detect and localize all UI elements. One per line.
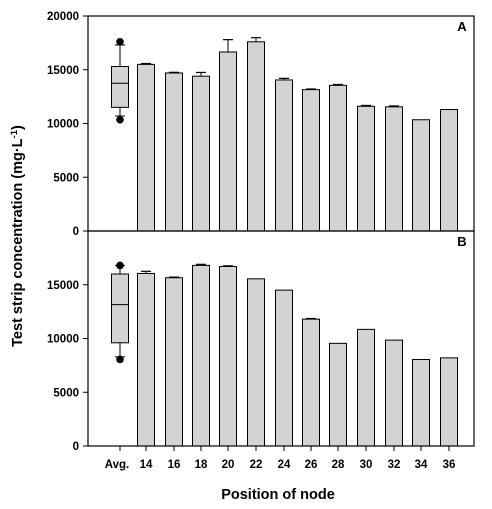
xtick-label-28: 28 (332, 459, 345, 471)
panel-a-ytick-label-20000: 20000 (47, 11, 79, 23)
panel-b-bar-20 (219, 265, 237, 447)
panel-b-bar-28 (329, 342, 347, 447)
panel-b-bar-14 (137, 272, 155, 447)
panel-a-box-outlier-2 (116, 38, 124, 46)
panel-b-bar-34 (412, 358, 430, 447)
panel-a-box-outlier-1 (116, 115, 124, 124)
panel-b-ytick-label-15000: 15000 (47, 280, 79, 292)
panel-b-box (111, 273, 129, 344)
panel-a-bar-24 (275, 79, 293, 232)
xtick-label-30: 30 (360, 459, 373, 471)
panel-b-bar-24 (275, 289, 293, 447)
panel-a-bar-14 (137, 63, 155, 232)
panel-b: 0 5000 10000 15000 B (47, 230, 475, 453)
panel-a-ytick-label-0: 0 (73, 226, 79, 238)
panel-b-bar-22 (247, 278, 265, 447)
panel-b-bar-36 (440, 357, 458, 447)
x-axis: Avg. 14 16 18 20 22 24 26 28 30 32 34 36 (105, 446, 456, 471)
panel-b-ytick-label-5000: 5000 (53, 387, 79, 399)
panel-b-box-outlier-2 (116, 261, 124, 270)
panel-b-ytick-label-10000: 10000 (47, 334, 79, 346)
y-axis-title: Test strip concentration (mg·L-1) (9, 125, 27, 347)
panel-a-ytick-label-5000: 5000 (53, 172, 79, 184)
panel-a-bar-30 (357, 105, 375, 232)
xtick-label-14: 14 (140, 459, 153, 471)
panel-a-bar-36 (440, 109, 458, 232)
panel-b-box-outlier-1 (116, 355, 124, 364)
panel-b-frame (87, 230, 475, 447)
x-axis-title: Position of node (221, 487, 335, 503)
panel-a-bar-28 (329, 84, 347, 232)
panel-b-bar-16 (165, 277, 183, 447)
y-axis-title-close: ) (10, 125, 26, 130)
xtick-label-34: 34 (415, 459, 428, 471)
xtick-label-20: 20 (222, 459, 235, 471)
panel-a-box (111, 66, 129, 108)
y-axis-title-main: Test strip concentration (mg·L (10, 138, 26, 347)
xtick-label-16: 16 (168, 459, 181, 471)
panel-a-bar-22 (247, 41, 265, 232)
panel-b-bar-26 (302, 318, 320, 447)
panel-a-ytick-label-10000: 10000 (47, 119, 79, 131)
panel-a-ytick-label-15000: 15000 (47, 65, 79, 77)
panel-a-bar-32 (385, 106, 403, 232)
xtick-label-26: 26 (305, 459, 318, 471)
xtick-label-36: 36 (443, 459, 456, 471)
panel-a-bar-26 (302, 89, 320, 232)
panels: 0 5000 10000 15000 20000 A 0 5000 10000 15000 B Avg… (47, 11, 475, 471)
panel-a-label: A (457, 19, 467, 34)
panel-a-bar-18 (192, 75, 210, 232)
panel-b-bar-18 (192, 264, 210, 447)
xtick-label-24: 24 (278, 459, 291, 471)
xtick-label-32: 32 (388, 459, 401, 471)
xtick-label-Avg.: Avg. (105, 459, 130, 471)
panel-b-label: B (457, 234, 466, 249)
panel-b-bar-32 (385, 339, 403, 447)
panel-a-bar-16 (165, 72, 183, 232)
xtick-label-18: 18 (195, 459, 208, 471)
y-axis-title-superscript: -1 (9, 129, 20, 138)
panel-a: 0 5000 10000 15000 20000 A (47, 11, 475, 238)
xtick-label-22: 22 (250, 459, 263, 471)
panel-b-bar-30 (357, 328, 375, 447)
panel-a-bar-34 (412, 119, 430, 232)
panel-b-ytick-label-0: 0 (73, 441, 79, 453)
panel-a-bar-20 (219, 51, 237, 232)
